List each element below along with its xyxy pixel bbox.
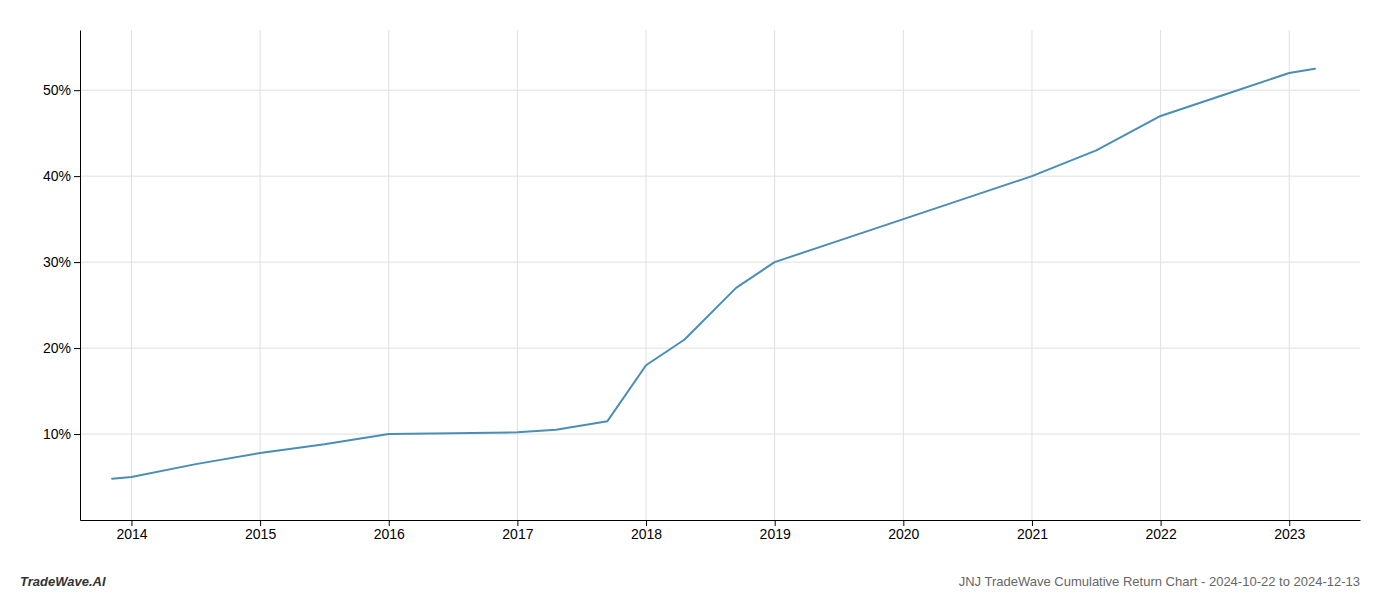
y-tick-mark [74,90,80,91]
grid-line-x [260,30,261,520]
y-tick-label: 30% [43,254,71,270]
x-tick: 2014 [116,520,147,542]
grid-line-x [646,30,647,520]
x-tick-label: 2014 [116,526,147,542]
y-tick: 30% [43,254,80,270]
x-tick-label: 2018 [631,526,662,542]
grid-line-y [80,348,1360,349]
chart: 2014 2015 2016 2017 2018 2019 2020 2021 2022 2023… [0,0,1400,600]
x-tick: 2023 [1274,520,1305,542]
y-tick: 40% [43,168,80,184]
plot-area [112,69,1315,479]
y-tick-label: 10% [43,426,71,442]
grid [80,30,1360,520]
grid-line-x [1031,30,1032,520]
x-axis-line [81,520,1361,521]
grid-line-y [80,176,1360,177]
grid-line-y [80,434,1360,435]
x-tick: 2016 [374,520,405,542]
y-axis-line [80,31,81,521]
x-tick-label: 2020 [888,526,919,542]
x-tick-label: 2016 [374,526,405,542]
grid-line-x [774,30,775,520]
x-tick: 2022 [1146,520,1177,542]
line [112,69,1315,479]
x-tick-label: 2023 [1274,526,1305,542]
grid-line-y [80,90,1360,91]
x-axis: 2014 2015 2016 2017 2018 2019 2020 2021 2022 2023 [81,520,1361,542]
footer-left: TradeWave.AI [20,574,106,589]
x-tick: 2019 [760,520,791,542]
grid-line-x [1160,30,1161,520]
x-tick-label: 2022 [1146,526,1177,542]
y-tick-mark [74,262,80,263]
grid-line-x [131,30,132,520]
x-tick-label: 2021 [1017,526,1048,542]
x-tick: 2018 [631,520,662,542]
x-tick: 2021 [1017,520,1048,542]
y-tick-label: 50% [43,82,71,98]
y-tick-mark [74,348,80,349]
y-axis: 10% 20% 30% 40% 50% [43,31,81,521]
x-tick-label: 2019 [760,526,791,542]
x-tick-label: 2017 [502,526,533,542]
grid-line-x [903,30,904,520]
x-tick: 2015 [245,520,276,542]
grid-line-x [1289,30,1290,520]
y-tick-mark [74,176,80,177]
y-tick: 20% [43,340,80,356]
footer-right: JNJ TradeWave Cumulative Return Chart - … [959,574,1360,589]
grid-line-x [517,30,518,520]
x-tick-label: 2015 [245,526,276,542]
y-tick-label: 40% [43,168,71,184]
y-tick-label: 20% [43,340,71,356]
grid-line-x [388,30,389,520]
y-tick: 10% [43,426,80,442]
y-tick-mark [74,434,80,435]
x-tick: 2017 [502,520,533,542]
y-tick: 50% [43,82,80,98]
grid-line-y [80,262,1360,263]
x-tick: 2020 [888,520,919,542]
